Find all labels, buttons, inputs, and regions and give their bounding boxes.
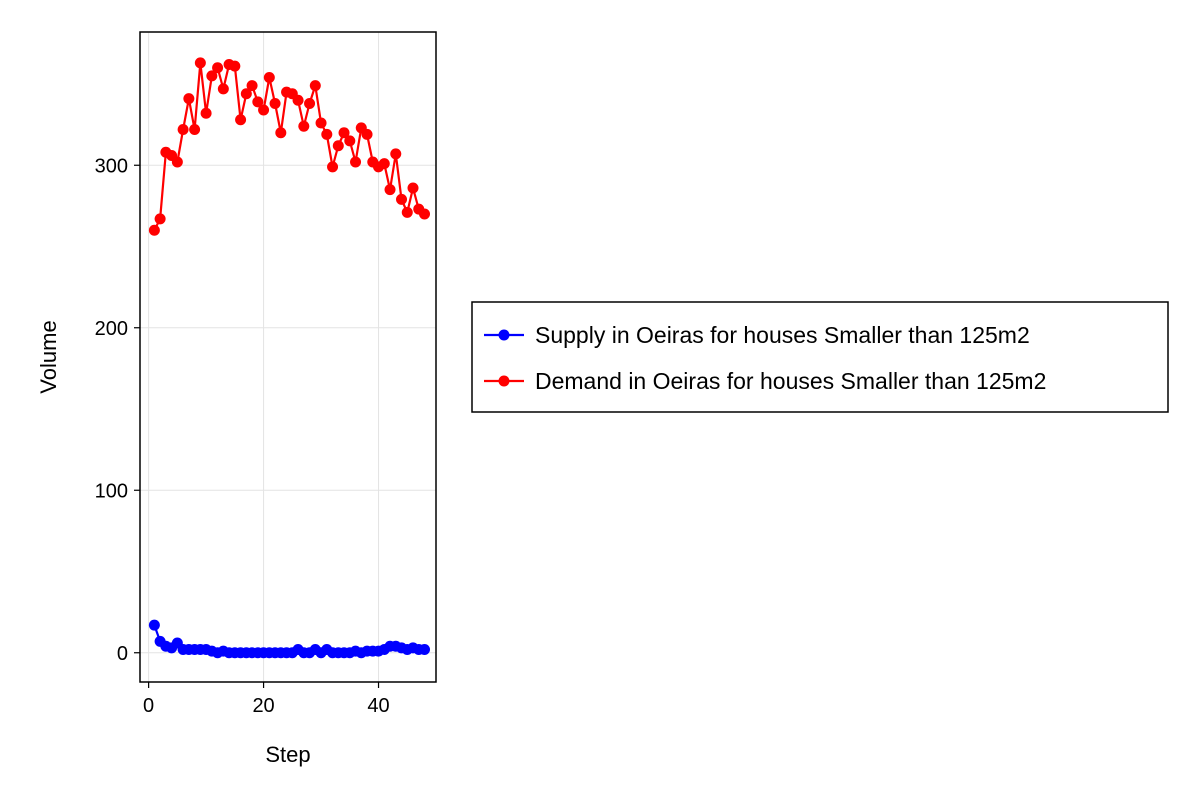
data-point	[194, 57, 206, 69]
y-tick-label: 200	[95, 318, 128, 340]
legend-label: Demand in Oeiras for houses Smaller than…	[535, 368, 1046, 394]
data-point	[252, 96, 264, 108]
legend: Supply in Oeiras for houses Smaller than…	[471, 301, 1169, 413]
data-point	[332, 140, 344, 152]
series-2	[148, 57, 431, 236]
data-point	[183, 93, 195, 105]
data-point	[275, 127, 287, 139]
data-point	[258, 104, 270, 116]
data-point	[350, 156, 362, 168]
y-axis-title: Volume	[36, 320, 61, 393]
y-tick-label: 100	[95, 480, 128, 502]
data-point	[217, 83, 229, 95]
data-point	[246, 80, 258, 92]
data-point	[171, 156, 183, 168]
plot-frame	[139, 31, 437, 683]
data-point	[344, 135, 356, 147]
x-axis-title: Step	[265, 742, 310, 767]
data-point	[419, 644, 431, 655]
data-point	[338, 127, 350, 139]
data-point	[304, 98, 316, 109]
data-point	[378, 158, 390, 170]
x-tick-label: 0	[143, 695, 154, 717]
data-point	[361, 128, 373, 140]
data-point	[384, 184, 396, 196]
series-1	[148, 619, 431, 659]
data-point	[315, 117, 327, 129]
y-tick-label: 0	[117, 643, 128, 665]
data-point	[263, 72, 275, 83]
legend-entry: Supply in Oeiras for houses Smaller than…	[484, 322, 1030, 348]
data-point	[240, 88, 252, 100]
data-point	[298, 120, 310, 132]
x-tick-label: 40	[367, 695, 389, 717]
data-point	[390, 148, 402, 160]
data-point	[407, 182, 419, 194]
data-point	[177, 124, 189, 135]
ticks: 0 20 40 0 100 200 300	[95, 155, 390, 717]
data-point	[327, 161, 339, 173]
data-point	[269, 98, 281, 109]
data-point	[206, 70, 218, 82]
data-point	[212, 62, 224, 74]
data-point	[148, 224, 160, 236]
series-layer	[148, 57, 431, 659]
data-point	[396, 193, 408, 205]
data-point	[235, 114, 247, 126]
data-point	[309, 80, 321, 92]
data-point	[321, 128, 333, 140]
data-point	[189, 124, 201, 135]
data-point	[292, 94, 304, 106]
legend-label: Supply in Oeiras for houses Smaller than…	[535, 322, 1030, 348]
legend-marker-swatch	[498, 375, 510, 387]
legend-entry: Demand in Oeiras for houses Smaller than…	[484, 368, 1046, 394]
data-point	[200, 107, 212, 119]
x-tick-label: 20	[252, 695, 274, 717]
y-tick-label: 300	[95, 155, 128, 177]
data-point	[148, 619, 160, 631]
data-point	[154, 213, 166, 225]
data-point	[229, 60, 241, 72]
legend-frame	[471, 301, 1169, 413]
data-point	[401, 206, 413, 218]
legend-marker-swatch	[498, 329, 510, 341]
data-point	[419, 208, 431, 220]
